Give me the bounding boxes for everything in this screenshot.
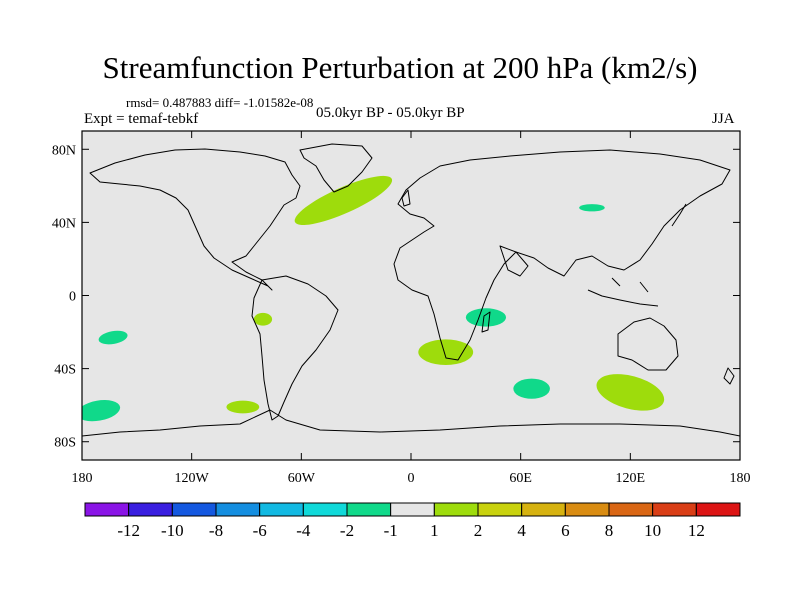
coastlines [82,143,740,437]
coastline-indonesia [587,277,659,307]
colorbar-label: -4 [296,521,311,540]
coastline-japan [671,203,687,227]
coastline-madagascar [481,311,491,333]
experiment-label: Expt = temaf-tebkf [84,111,199,127]
coastline-arabia [499,245,529,277]
axis-ticks: 180 120W 60W 0 60E 120E 180 80N 40N 0 40S 80S [52,131,751,486]
colorbar-label: 4 [517,521,526,540]
colorbar-box [259,502,304,517]
x-tick-label: 120E [616,471,646,486]
colorbar-label: -10 [161,521,184,540]
coastline-north-america [89,148,301,291]
colorbar-box [390,502,435,517]
y-tick-label: 40N [52,216,76,231]
colorbar-label: -12 [117,521,140,540]
anomaly-south-america-west [253,312,273,326]
colorbar-label: 8 [605,521,614,540]
colorbar-box [215,502,261,517]
colorbar-box [433,502,479,517]
x-tick-label: 120W [175,471,210,486]
colorbar-box [652,502,697,517]
anomaly-south-pacific-far [82,400,121,422]
x-tick-label: 60E [509,471,532,486]
y-tick-label: 40S [54,363,76,378]
y-tick-label: 80N [52,143,76,158]
stats-readout: rmsd= 0.487883 diff= -1.01582e-08 [126,95,314,110]
coastline-greenland [299,143,373,193]
anomaly-east-africa [465,308,507,327]
x-tick-label: 180 [72,471,93,486]
colorbar-box [477,502,523,517]
coastline-australia [617,317,679,371]
coastline-new-zealand [723,367,735,385]
colorbar-box [521,502,566,517]
colorbar-label: 1 [430,521,439,540]
coastline-antarctica [82,409,740,437]
colorbar-label: -8 [209,521,223,540]
period-label: 05.0kyr BP - 05.0kyr BP [316,105,465,121]
colorbar-label: 12 [688,521,705,540]
y-tick-label: 80S [54,436,76,451]
colorbar-label: 6 [561,521,570,540]
chart-title: Streamfunction Perturbation at 200 hPa (… [102,50,698,85]
anomaly-south-pacific-mid [226,400,260,414]
anomaly-south-indian [513,378,550,399]
x-tick-label: 180 [730,471,751,486]
y-tick-label: 0 [69,290,76,305]
anomaly-central-asia [579,204,605,212]
x-tick-label: 60W [288,471,316,486]
season-label: JJA [712,111,735,127]
colorbar-box [302,502,348,517]
colorbar-box [84,502,130,517]
anomaly-south-pacific-east [98,330,128,345]
coastline-british-isles [401,189,411,207]
colorbar-box [171,502,217,517]
colorbar-label: -2 [340,521,354,540]
colorbar-label: 2 [474,521,483,540]
colorbar-box [608,502,654,517]
colorbar-label: -1 [384,521,398,540]
colorbar-label: 10 [644,521,661,540]
anomaly-australia-south [596,374,665,411]
colorbar-box [128,502,173,517]
coastline-south-america [251,275,339,421]
x-tick-label: 0 [408,471,415,486]
anomaly-north-atlantic [294,175,393,225]
colorbar-box [346,502,392,517]
colorbar-box [695,502,741,517]
coastline-eurasia-africa [393,149,731,361]
colorbar-box [564,502,610,517]
colorbar-label: -6 [253,521,267,540]
